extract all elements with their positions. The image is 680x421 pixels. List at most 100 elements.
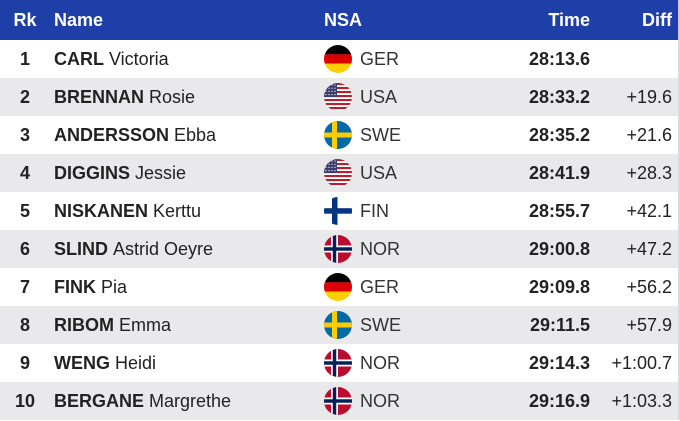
- rank-cell: 6: [19, 238, 30, 259]
- first-name: Margrethe: [149, 390, 232, 411]
- table-row[interactable]: 2 BRENNAN Rosie USA 28:33.2 +19.6: [0, 78, 680, 116]
- time-cell: 28:33.2: [528, 86, 590, 107]
- athlete-name[interactable]: RIBOM Emma: [54, 306, 171, 344]
- table-row[interactable]: 10 BERGANE Margrethe NOR 29:16.9 +1:03.3: [0, 382, 680, 420]
- diff-cell: +56.2: [626, 276, 672, 297]
- nsa-code: NOR: [360, 390, 400, 411]
- swe-flag-icon: [324, 311, 352, 339]
- rank-cell: 5: [19, 200, 30, 221]
- first-name: Astrid Oeyre: [113, 238, 214, 259]
- usa-flag-icon: [324, 159, 352, 187]
- first-name: Pia: [101, 276, 128, 297]
- nsa-cell: USA: [324, 78, 397, 116]
- nsa-cell: FIN: [324, 192, 389, 230]
- table-header: Rk Name NSA Time Diff: [0, 0, 680, 40]
- last-name: BERGANE: [54, 390, 145, 411]
- rank-cell: 7: [19, 276, 30, 297]
- last-name: ANDERSSON: [54, 124, 170, 145]
- nsa-code: NOR: [360, 238, 400, 259]
- nsa-code: USA: [360, 86, 398, 107]
- header-diff[interactable]: Diff: [642, 9, 672, 30]
- first-name: Jessie: [135, 162, 187, 183]
- table-row[interactable]: 6 SLIND Astrid Oeyre NOR 29:00.8 +47.2: [0, 230, 680, 268]
- athlete-name[interactable]: FINK Pia: [54, 268, 127, 306]
- rank-cell: 4: [19, 162, 30, 183]
- last-name: DIGGINS: [54, 162, 131, 183]
- time-cell: 28:41.9: [528, 162, 590, 183]
- nsa-code: GER: [360, 48, 400, 69]
- table-row[interactable]: 8 RIBOM Emma SWE 29:11.5 +57.9: [0, 306, 680, 344]
- table-row[interactable]: 4 DIGGINS Jessie USA 28:41.9 +28.3: [0, 154, 680, 192]
- table-row[interactable]: 9 WENG Heidi NOR 29:14.3 +1:00.7: [0, 344, 680, 382]
- athlete-name[interactable]: BRENNAN Rosie: [54, 78, 195, 116]
- nsa-code: SWE: [360, 124, 402, 145]
- time-cell: 29:11.5: [529, 314, 590, 335]
- athlete-name[interactable]: BERGANE Margrethe: [54, 382, 231, 420]
- header-time[interactable]: Time: [548, 9, 590, 30]
- last-name: CARL: [54, 48, 104, 69]
- diff-cell: +28.3: [626, 162, 672, 183]
- rank-cell: 10: [14, 390, 36, 411]
- header-name[interactable]: Name: [54, 9, 104, 30]
- nsa-code: NOR: [360, 352, 400, 373]
- time-cell: 28:13.6: [528, 48, 590, 69]
- nor-flag-icon: [324, 349, 352, 377]
- first-name: Ebba: [174, 124, 217, 145]
- last-name: RIBOM: [54, 314, 114, 335]
- athlete-name[interactable]: WENG Heidi: [54, 344, 156, 382]
- nsa-code: SWE: [360, 314, 402, 335]
- first-name: Kerttu: [153, 200, 202, 221]
- rank-cell: 9: [19, 352, 30, 373]
- first-name: Rosie: [149, 86, 196, 107]
- nsa-cell: SWE: [324, 306, 401, 344]
- diff-cell: +1:00.7: [611, 352, 672, 373]
- last-name: WENG: [54, 352, 110, 373]
- nsa-code: USA: [360, 162, 398, 183]
- nsa-cell: GER: [324, 268, 399, 306]
- last-name: SLIND: [54, 238, 108, 259]
- nsa-cell: SWE: [324, 116, 401, 154]
- time-cell: 29:16.9: [528, 390, 590, 411]
- time-cell: 28:35.2: [528, 124, 590, 145]
- nsa-cell: GER: [324, 40, 399, 78]
- nsa-cell: NOR: [324, 382, 400, 420]
- rank-cell: 8: [19, 314, 30, 335]
- athlete-name[interactable]: ANDERSSON Ebba: [54, 116, 216, 154]
- athlete-name[interactable]: DIGGINS Jessie: [54, 154, 186, 192]
- diff-cell: +21.6: [626, 124, 672, 145]
- nor-flag-icon: [324, 387, 352, 415]
- table-row[interactable]: 1 CARL Victoria GER 28:13.6: [0, 40, 680, 78]
- first-name: Heidi: [115, 352, 157, 373]
- first-name: Emma: [119, 314, 172, 335]
- first-name: Victoria: [109, 48, 169, 69]
- diff-cell: +42.1: [626, 200, 672, 221]
- nsa-cell: USA: [324, 154, 397, 192]
- table-row[interactable]: 3 ANDERSSON Ebba SWE 28:35.2 +21.6: [0, 116, 680, 154]
- athlete-name[interactable]: SLIND Astrid Oeyre: [54, 230, 213, 268]
- athlete-name[interactable]: CARL Victoria: [54, 40, 169, 78]
- rank-cell: 3: [19, 124, 30, 145]
- header-rank[interactable]: Rk: [13, 9, 37, 30]
- time-cell: 28:55.7: [528, 200, 590, 221]
- table-row[interactable]: 5 NISKANEN Kerttu FIN 28:55.7 +42.1: [0, 192, 680, 230]
- athlete-name[interactable]: NISKANEN Kerttu: [54, 192, 201, 230]
- header-nsa[interactable]: NSA: [324, 9, 363, 30]
- time-cell: 29:14.3: [528, 352, 590, 373]
- table-row[interactable]: 7 FINK Pia GER 29:09.8 +56.2: [0, 268, 680, 306]
- diff-cell: +1:03.3: [611, 390, 672, 411]
- rank-cell: 2: [19, 86, 30, 107]
- nsa-code: FIN: [360, 200, 389, 221]
- nsa-cell: NOR: [324, 344, 400, 382]
- ger-flag-icon: [324, 273, 352, 301]
- usa-flag-icon: [324, 83, 352, 111]
- swe-flag-icon: [324, 121, 352, 149]
- nsa-cell: NOR: [324, 230, 400, 268]
- diff-cell: +47.2: [626, 238, 672, 259]
- last-name: BRENNAN: [54, 86, 144, 107]
- nor-flag-icon: [324, 235, 352, 263]
- ger-flag-icon: [324, 45, 352, 73]
- fin-flag-icon: [324, 197, 352, 225]
- nsa-code: GER: [360, 276, 400, 297]
- rank-cell: 1: [19, 48, 30, 69]
